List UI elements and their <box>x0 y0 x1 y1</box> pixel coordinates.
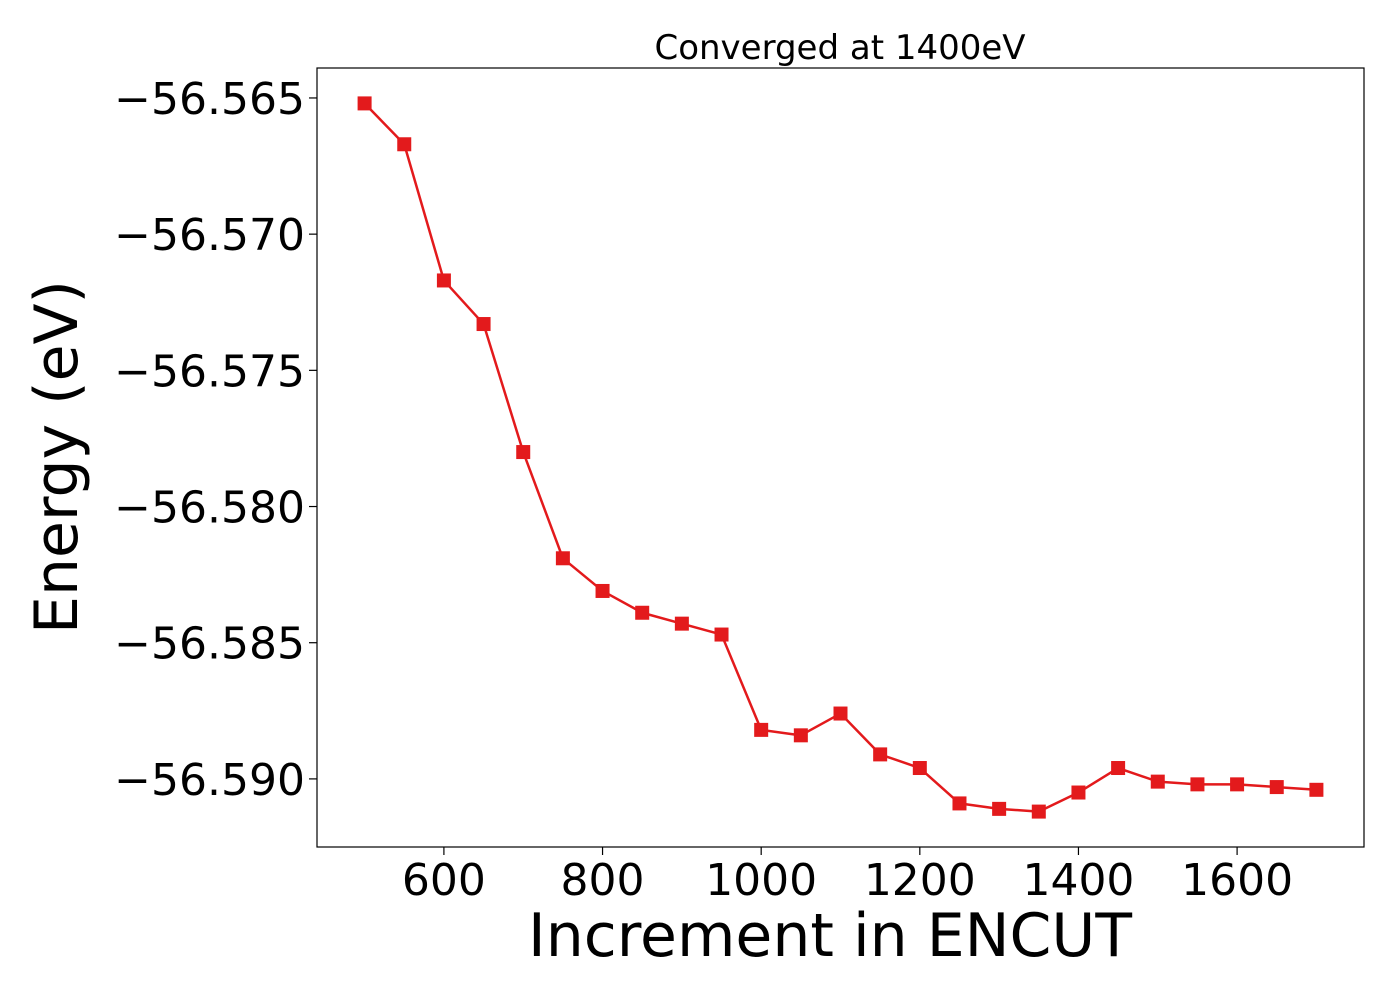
data-point <box>1150 774 1165 789</box>
data-point <box>635 605 650 620</box>
data-point <box>436 273 451 288</box>
data-point <box>1190 777 1205 792</box>
data-point <box>1031 804 1046 819</box>
data-point <box>555 551 570 566</box>
data-point <box>1230 777 1245 792</box>
series-line <box>363 102 1317 813</box>
data-point <box>357 96 372 111</box>
data-point <box>873 747 888 762</box>
x-tick-label: 1400 <box>1022 855 1134 906</box>
y-tick-label: −56.590 <box>114 755 305 806</box>
data-point <box>1111 761 1126 776</box>
y-tick-label: −56.580 <box>114 483 305 534</box>
data-point <box>1269 780 1284 795</box>
data-point <box>674 616 689 631</box>
y-tick-label: −56.575 <box>114 346 305 397</box>
data-point <box>476 317 491 332</box>
data-point <box>912 761 927 776</box>
x-tick-label: 600 <box>402 855 486 906</box>
y-tick-label: −56.570 <box>114 210 305 261</box>
data-point <box>714 627 729 642</box>
x-axis-ticks: 600 800 1000 1200 1400 1600 <box>402 847 1293 906</box>
data-point <box>793 728 808 743</box>
y-tick-label: −56.585 <box>114 619 305 670</box>
data-point <box>397 137 412 152</box>
data-point <box>595 583 610 598</box>
x-axis-label: Increment in ENCUT <box>528 901 1132 971</box>
x-tick-label: 800 <box>561 855 645 906</box>
data-point <box>833 706 848 721</box>
data-point <box>1071 785 1086 800</box>
series-layer <box>357 96 1324 819</box>
y-tick-label: −56.565 <box>114 74 305 125</box>
x-tick-label: 1000 <box>705 855 817 906</box>
chart-title: Converged at 1400eV <box>654 28 1025 68</box>
x-tick-label: 1600 <box>1181 855 1293 906</box>
plot-frame <box>316 67 1365 848</box>
y-axis-ticks: −56.565 −56.570 −56.575 −56.580 −56.585 −56.5… <box>114 74 317 806</box>
data-point <box>754 722 769 737</box>
x-tick-label: 1200 <box>864 855 976 906</box>
data-point <box>516 445 531 460</box>
data-point <box>992 801 1007 816</box>
y-axis-label: Energy (eV) <box>22 280 92 634</box>
data-point <box>1309 782 1324 797</box>
data-point <box>952 796 967 811</box>
